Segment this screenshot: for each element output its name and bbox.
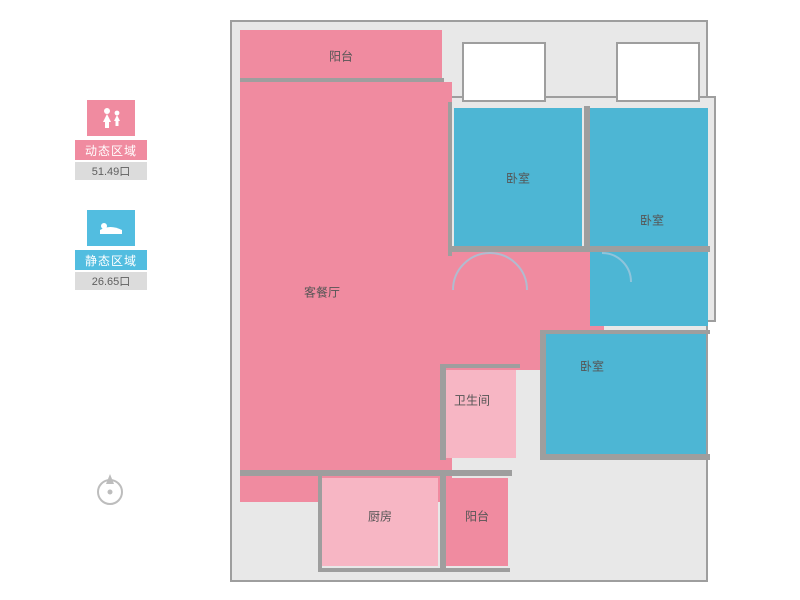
- ext-balcony-1: [462, 42, 546, 102]
- wall: [440, 364, 446, 460]
- room-living-dining: [240, 82, 452, 502]
- wall: [540, 330, 710, 334]
- ext-balcony-2: [616, 42, 700, 102]
- label-bedroom-se: 卧室: [580, 358, 604, 375]
- wall: [240, 470, 512, 476]
- label-bathroom: 卫生间: [454, 392, 490, 409]
- legend-static: 静态区域 26.65口: [75, 210, 147, 290]
- legend-dynamic-title: 动态区域: [75, 140, 147, 160]
- legend-dynamic-value: 51.49口: [75, 162, 147, 180]
- label-bedroom-ne: 卧室: [640, 212, 664, 229]
- wall: [448, 102, 452, 256]
- wall: [318, 474, 322, 570]
- wall: [440, 474, 446, 570]
- wall: [540, 330, 546, 458]
- label-bedroom-nw: 卧室: [506, 170, 530, 187]
- label-kitchen: 厨房: [368, 508, 392, 525]
- wall: [448, 246, 710, 252]
- room-bedroom-se: [546, 334, 706, 454]
- wall: [240, 78, 444, 82]
- wall: [440, 364, 520, 368]
- wall: [318, 568, 510, 572]
- legend-dynamic-icon: [87, 100, 135, 136]
- legend-static-icon: [87, 210, 135, 246]
- room-bathroom: [446, 370, 516, 458]
- label-living-dining: 客餐厅: [304, 284, 340, 301]
- label-balcony-top: 阳台: [329, 48, 353, 65]
- wall: [584, 106, 590, 250]
- label-balcony-bottom: 阳台: [465, 508, 489, 525]
- legend-static-title: 静态区域: [75, 250, 147, 270]
- floorplan-canvas: 阳台 客餐厅 卫生间 厨房 阳台 卧室 卧室 卧室: [0, 0, 800, 600]
- compass-icon: [92, 472, 128, 508]
- legend-dynamic: 动态区域 51.49口: [75, 100, 147, 180]
- legend-static-value: 26.65口: [75, 272, 147, 290]
- room-hall-east: [452, 250, 604, 334]
- wall: [540, 454, 710, 460]
